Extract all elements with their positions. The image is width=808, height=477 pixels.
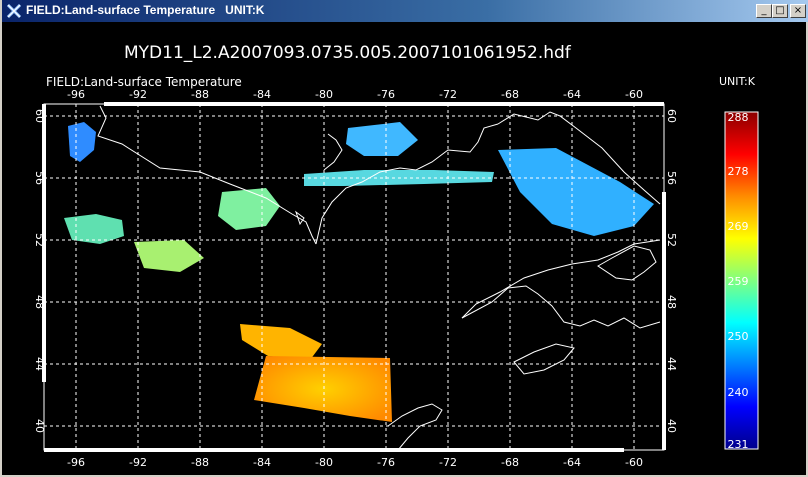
colorbar-tick: 259 xyxy=(728,275,749,288)
lat-tick-right: 60 xyxy=(665,109,678,123)
lat-tick-right: 52 xyxy=(665,233,678,247)
minimize-button[interactable]: _ xyxy=(756,4,772,18)
lon-tick-bottom: -88 xyxy=(191,456,209,469)
lat-tick-left: 44 xyxy=(33,357,46,371)
lon-tick-top: -84 xyxy=(253,88,271,101)
nova-scotia-outline xyxy=(513,343,575,375)
plot-canvas: MYD11_L2.A2007093.0735.005.2007101061952… xyxy=(33,43,759,469)
colorbar-tick: 278 xyxy=(728,165,749,178)
lat-tick-right: 48 xyxy=(665,295,678,309)
lat-tick-right: 44 xyxy=(665,357,678,371)
lon-tick-bottom: -76 xyxy=(377,456,395,469)
maximize-button[interactable]: □ xyxy=(772,4,788,18)
app-x-icon xyxy=(6,3,22,19)
lon-tick-top: -88 xyxy=(191,88,209,101)
labrador-coast xyxy=(497,111,661,205)
lat-tick-left: 56 xyxy=(33,171,46,185)
lst-cluster-west xyxy=(64,214,124,244)
file-name-title: MYD11_L2.A2007093.0735.005.2007101061952… xyxy=(124,43,572,63)
colorbar-tick: 231 xyxy=(728,438,749,451)
newfoundland-outline xyxy=(597,245,657,281)
lst-cluster-midwest xyxy=(134,240,204,272)
colorbar-tick: 250 xyxy=(728,330,749,343)
lon-tick-bottom: -84 xyxy=(253,456,271,469)
st-lawrence-south xyxy=(461,285,661,329)
lon-tick-top: -64 xyxy=(563,88,581,101)
lat-tick-left: 52 xyxy=(33,233,46,247)
lon-tick-top: -92 xyxy=(129,88,147,101)
lst-cluster-nw xyxy=(68,122,96,162)
lon-tick-top: -80 xyxy=(315,88,333,101)
close-button[interactable]: × xyxy=(790,4,806,18)
lat-tick-left: 40 xyxy=(33,419,46,433)
coastline-layer xyxy=(97,105,661,451)
lat-tick-right: 40 xyxy=(665,419,678,433)
gulf-st-lawrence-coast xyxy=(461,239,661,319)
lon-tick-bottom: -64 xyxy=(563,456,581,469)
lon-tick-bottom: -60 xyxy=(625,456,643,469)
lon-tick-bottom: -96 xyxy=(67,456,85,469)
atlantic-coast xyxy=(387,403,443,451)
title-bar[interactable]: FIELD:Land-surface Temperature UNIT:K _ … xyxy=(2,0,808,22)
lat-tick-left: 60 xyxy=(33,109,46,123)
lst-cluster-south xyxy=(254,356,392,422)
tick-labels: -96 -92 -88 -84 -80 -76 -72 -68 -64 -60 … xyxy=(33,88,678,469)
lst-cluster-north xyxy=(346,122,418,156)
lon-tick-bottom: -92 xyxy=(129,456,147,469)
colorbar-ticks: 288 278 269 259 250 240 231 xyxy=(728,111,749,451)
lake-outline xyxy=(323,133,343,171)
lon-tick-top: -60 xyxy=(625,88,643,101)
window-title: FIELD:Land-surface Temperature UNIT:K xyxy=(26,3,265,17)
unit-label: UNIT:K xyxy=(719,75,756,88)
lst-cluster-lakes xyxy=(240,324,322,360)
colorbar-tick: 269 xyxy=(728,220,749,233)
colorbar-tick: 240 xyxy=(728,386,749,399)
lon-tick-bottom: -72 xyxy=(439,456,457,469)
lon-tick-bottom: -80 xyxy=(315,456,333,469)
james-bay-coast xyxy=(315,123,499,245)
small-lake xyxy=(295,210,305,226)
lon-tick-top: -72 xyxy=(439,88,457,101)
lon-tick-bottom: -68 xyxy=(501,456,519,469)
temperature-data-layer xyxy=(64,122,654,422)
lst-cluster-east xyxy=(498,148,654,236)
lon-tick-top: -96 xyxy=(67,88,85,101)
graticule xyxy=(44,104,664,450)
field-label: FIELD:Land-surface Temperature xyxy=(46,75,242,89)
lst-cluster-central xyxy=(218,188,280,230)
lat-tick-right: 56 xyxy=(665,171,678,185)
lon-tick-top: -76 xyxy=(377,88,395,101)
lat-tick-left: 48 xyxy=(33,295,46,309)
lon-tick-top: -68 xyxy=(501,88,519,101)
colorbar-tick: 288 xyxy=(728,111,749,124)
colorbar xyxy=(724,111,759,450)
hudson-bay-coast xyxy=(97,105,317,245)
